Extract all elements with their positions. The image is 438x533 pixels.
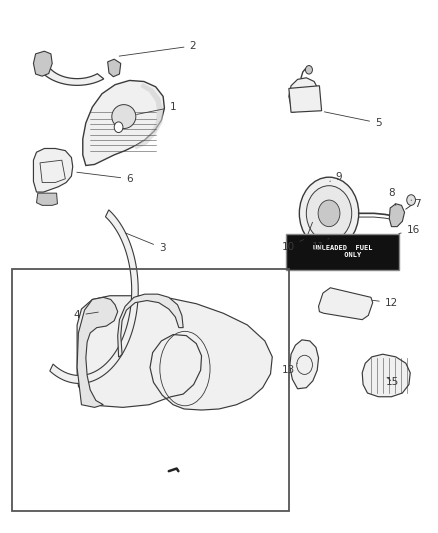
Polygon shape	[318, 288, 373, 320]
Polygon shape	[289, 78, 318, 112]
Text: 5: 5	[324, 112, 381, 128]
Polygon shape	[36, 193, 57, 205]
Text: 8: 8	[388, 188, 396, 205]
Polygon shape	[33, 149, 73, 192]
Text: 2: 2	[119, 41, 196, 56]
Ellipse shape	[112, 104, 136, 128]
Text: 10: 10	[282, 239, 304, 252]
Circle shape	[306, 185, 352, 241]
Circle shape	[318, 200, 340, 227]
Text: 11: 11	[312, 238, 329, 252]
Polygon shape	[134, 83, 163, 150]
Circle shape	[407, 195, 416, 205]
Polygon shape	[77, 297, 118, 407]
Circle shape	[305, 66, 312, 74]
Polygon shape	[77, 296, 272, 410]
Text: 6: 6	[77, 172, 133, 184]
Text: 1: 1	[137, 102, 177, 115]
Polygon shape	[389, 204, 405, 227]
Polygon shape	[37, 63, 104, 85]
Text: 4: 4	[74, 310, 99, 320]
Circle shape	[299, 177, 359, 249]
Polygon shape	[33, 51, 52, 76]
Polygon shape	[108, 59, 121, 77]
Text: 3: 3	[126, 233, 166, 253]
Text: 13: 13	[281, 364, 297, 375]
Text: 7: 7	[411, 199, 421, 209]
Polygon shape	[289, 86, 321, 112]
Polygon shape	[362, 354, 410, 397]
Text: 15: 15	[386, 377, 399, 387]
Polygon shape	[50, 210, 138, 383]
Text: 9: 9	[330, 172, 343, 182]
Polygon shape	[118, 294, 183, 357]
Text: 12: 12	[372, 297, 398, 308]
FancyBboxPatch shape	[286, 233, 399, 270]
Polygon shape	[83, 80, 164, 165]
Circle shape	[114, 122, 123, 133]
Bar	[12, 269, 289, 511]
Text: 16: 16	[399, 225, 420, 236]
Text: UNLEADED  FUEL
     ONLY: UNLEADED FUEL ONLY	[313, 245, 372, 259]
Polygon shape	[290, 340, 318, 389]
